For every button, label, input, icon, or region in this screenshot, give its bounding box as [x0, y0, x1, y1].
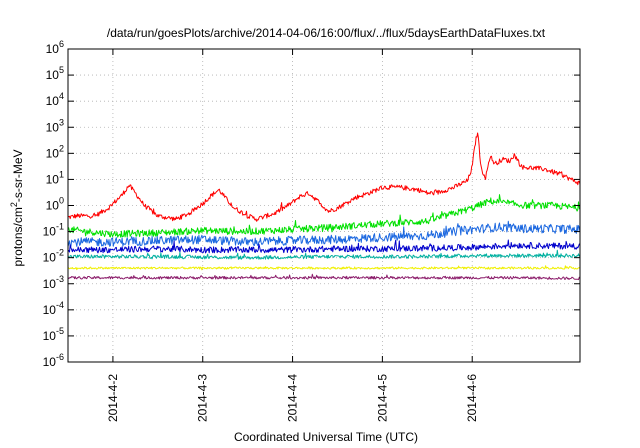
series-group: [67, 132, 581, 281]
x-tick-label: 2014-4-5: [375, 374, 389, 422]
y-tick-label: 103: [46, 117, 64, 134]
x-tick-label: 2014-4-2: [106, 374, 120, 422]
x-tick-label: 2014-4-4: [286, 374, 300, 422]
series-line-4: [67, 249, 581, 260]
ticks: 10-6 10-5 10-4 10-3 10-2 10-1 100 101 102 103 104 1…: [43, 39, 580, 422]
y-tick-label: 10-4: [43, 300, 64, 317]
x-tick-label: 2014-4-6: [465, 374, 479, 422]
series-line-3: [67, 239, 581, 254]
x-axis-label: Coordinated Universal Time (UTC): [234, 430, 418, 444]
y-tick-label: 100: [46, 196, 64, 213]
y-tick-label: 106: [46, 39, 64, 56]
series-line-5: [67, 265, 581, 271]
series-line-1: [67, 194, 581, 238]
y-axis-label-pre: protons/cm: [11, 207, 25, 266]
series-line-2: [67, 220, 581, 247]
series-line-0: [67, 132, 581, 222]
y-axis-label-post: -s-sr-MeV: [11, 149, 25, 202]
y-tick-label: 10-3: [43, 274, 64, 291]
y-tick-label: 10-5: [43, 326, 64, 343]
y-tick-label: 105: [46, 65, 64, 82]
y-tick-label: 101: [46, 169, 64, 186]
y-tick-label: 104: [46, 91, 64, 108]
y-tick-label: 102: [46, 143, 64, 160]
y-axis-label-sup: 2: [9, 202, 19, 207]
y-tick-label: 10-6: [43, 352, 64, 369]
y-tick-label: 10-2: [43, 248, 64, 265]
y-tick-label: 10-1: [43, 222, 64, 239]
series-line-6: [67, 273, 581, 281]
y-axis-label: protons/cm2-s-sr-MeV: [9, 149, 25, 266]
x-tick-label: 2014-4-3: [196, 374, 210, 422]
chart-title: /data/run/goesPlots/archive/2014-04-06/1…: [107, 26, 546, 40]
